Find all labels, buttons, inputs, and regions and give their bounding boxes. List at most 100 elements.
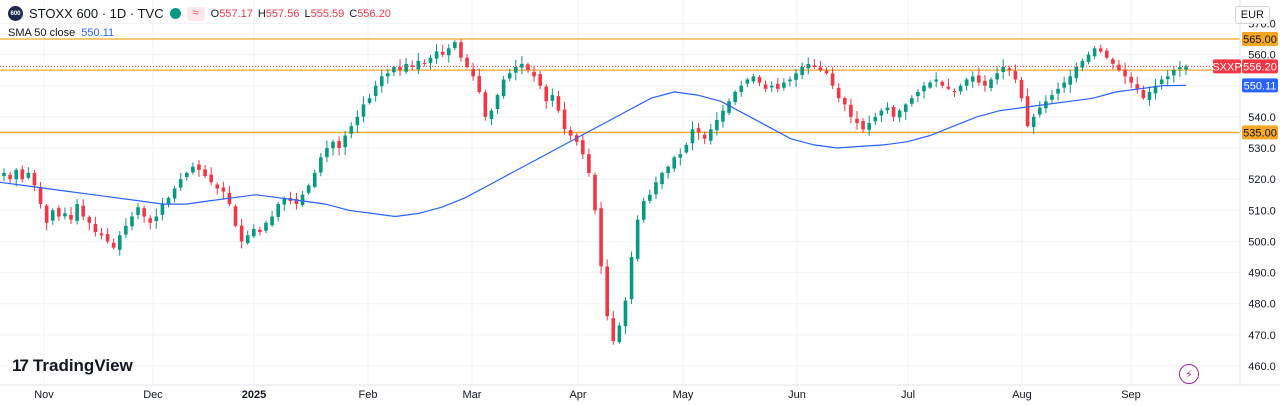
symbol-title[interactable]: STOXX 600 · 1D · TVC bbox=[29, 6, 164, 21]
candle-body bbox=[690, 129, 695, 144]
candle-body bbox=[1147, 91, 1152, 100]
tradingview-logo-icon: 17 bbox=[12, 356, 29, 375]
candle-body bbox=[775, 83, 780, 89]
candle-body bbox=[124, 225, 128, 235]
candle-body bbox=[428, 57, 433, 64]
high-key: H bbox=[257, 7, 266, 20]
candle-body bbox=[99, 233, 104, 236]
market-status-icon[interactable] bbox=[169, 8, 181, 19]
candle-body bbox=[538, 74, 542, 86]
candle-body bbox=[245, 235, 250, 244]
tradingview-logo[interactable]: 17 TradingView bbox=[12, 356, 133, 376]
x-tick-label: Nov bbox=[34, 389, 54, 401]
currency-button[interactable]: EUR bbox=[1234, 6, 1270, 24]
candle-body bbox=[361, 104, 366, 117]
candle-body bbox=[20, 169, 25, 180]
x-tick-label: Feb bbox=[359, 389, 378, 401]
candle-body bbox=[343, 135, 347, 148]
candle-body bbox=[489, 110, 494, 120]
candle-body bbox=[14, 169, 18, 180]
candle-body bbox=[1086, 54, 1091, 62]
sma-legend[interactable]: SMA 50 close 550.11 bbox=[8, 27, 114, 39]
x-tick-label: Sep bbox=[1121, 389, 1141, 401]
candle-body bbox=[763, 84, 768, 89]
candle-body bbox=[715, 119, 719, 131]
candle-body bbox=[940, 81, 945, 86]
y-tick-label: 460.0 bbox=[1248, 361, 1276, 373]
y-tick-label: 500.0 bbox=[1248, 236, 1276, 248]
symbol-header: 600 STOXX 600 · 1D · TVC ≈ O557.17 H557.… bbox=[8, 6, 391, 21]
symbol-tag-bg bbox=[1213, 59, 1241, 74]
level-tag-565-bg bbox=[1242, 32, 1278, 46]
candle-body bbox=[386, 73, 390, 77]
stoxx-logo-icon: 600 bbox=[8, 6, 23, 21]
grid bbox=[0, 0, 1240, 385]
y-tick-label: 540.0 bbox=[1248, 112, 1276, 124]
wave-icon[interactable]: ≈ bbox=[186, 6, 205, 21]
candle-body bbox=[294, 198, 299, 205]
candle-body bbox=[532, 71, 536, 77]
candle-body bbox=[824, 70, 829, 74]
candle-body bbox=[477, 76, 482, 92]
candle-body bbox=[178, 179, 183, 188]
candle-body bbox=[873, 116, 878, 122]
candle-body bbox=[404, 63, 408, 72]
candle-body bbox=[379, 76, 384, 87]
candle-body bbox=[1123, 69, 1127, 77]
candle-body bbox=[337, 141, 341, 148]
ohlc-values: O557.17 H557.56 L555.59 C556.20 bbox=[211, 8, 391, 20]
candle-body bbox=[367, 98, 372, 103]
candle-body bbox=[252, 228, 256, 237]
y-tick-label: 480.0 bbox=[1248, 299, 1276, 311]
candle-body bbox=[513, 67, 518, 73]
candle-body bbox=[958, 85, 963, 92]
candle-body bbox=[1031, 116, 1036, 128]
candle-body bbox=[684, 144, 689, 153]
candle-body bbox=[885, 107, 890, 111]
candle-body bbox=[44, 205, 49, 223]
candle-body bbox=[836, 87, 841, 99]
candle-body bbox=[117, 235, 122, 250]
candle-body bbox=[751, 76, 756, 82]
close-value: 556.20 bbox=[357, 7, 391, 20]
candle-body bbox=[306, 185, 311, 193]
candle-body bbox=[1037, 107, 1042, 115]
x-tick-label: Dec bbox=[143, 389, 163, 401]
candle-body bbox=[258, 229, 262, 233]
candle-body bbox=[916, 91, 920, 97]
sma-tag: 550.11 bbox=[1244, 80, 1277, 92]
candle-body bbox=[2, 172, 6, 177]
candle-body bbox=[964, 79, 969, 86]
open-value: 557.17 bbox=[219, 7, 253, 20]
candle-body bbox=[1025, 96, 1030, 127]
candle-body bbox=[629, 257, 634, 300]
candle-body bbox=[928, 82, 932, 88]
candle-body bbox=[410, 65, 415, 68]
candle-body bbox=[702, 134, 707, 139]
candle-body bbox=[544, 86, 549, 102]
tradingview-logo-text: TradingView bbox=[32, 356, 133, 375]
y-tick-label: 470.0 bbox=[1248, 330, 1276, 342]
candle-body bbox=[440, 51, 445, 55]
level-tag-565: 565.00 bbox=[1243, 34, 1277, 46]
candle-body bbox=[660, 172, 664, 185]
candle-body bbox=[264, 222, 268, 231]
sma-tag-bg bbox=[1242, 78, 1278, 93]
candle-body bbox=[483, 92, 488, 117]
candle-body bbox=[465, 57, 469, 68]
candle-body bbox=[1165, 76, 1170, 80]
candle-body bbox=[1129, 76, 1133, 83]
sma-value: 550.11 bbox=[81, 27, 115, 39]
candle-body bbox=[422, 62, 427, 64]
candle-body bbox=[160, 204, 165, 215]
time-axis[interactable]: Nov Dec 2025 Feb Mar Apr May Jun Jul Aug Sep bbox=[0, 384, 1280, 401]
x-tick-label: 2025 bbox=[242, 389, 266, 401]
candle-body bbox=[672, 157, 677, 169]
lightning-icon[interactable]: ⚡ bbox=[1179, 364, 1199, 384]
candle-body bbox=[855, 118, 859, 124]
candle-body bbox=[81, 205, 86, 217]
candle-body bbox=[1056, 88, 1060, 94]
candle-body bbox=[1178, 67, 1182, 70]
